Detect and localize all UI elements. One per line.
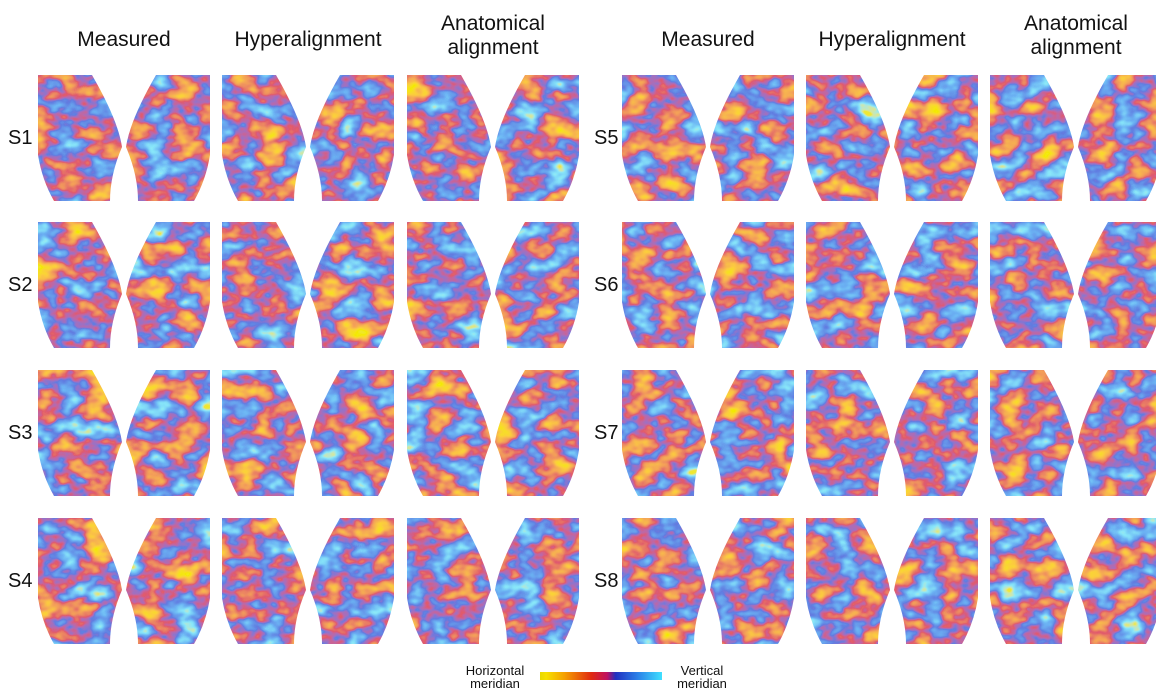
column-header: Measured — [661, 28, 755, 51]
cortical-map — [38, 518, 210, 644]
cortical-map — [407, 75, 579, 201]
colorbar-max-label: Vertical meridian — [677, 663, 727, 691]
column-header: Hyperalignment — [818, 28, 966, 51]
row-label: S8 — [594, 570, 619, 592]
cortical-map — [38, 370, 210, 496]
cortical-map — [990, 222, 1156, 348]
colorbar-min-label: Horizontal meridian — [465, 663, 525, 691]
cortical-map — [407, 370, 579, 496]
cortical-map — [222, 370, 394, 496]
row-label: S5 — [594, 127, 619, 149]
cortical-map — [38, 222, 210, 348]
cortical-map — [806, 222, 978, 348]
row-label: S1 — [8, 127, 33, 149]
cortical-map — [806, 518, 978, 644]
cortical-map — [622, 518, 794, 644]
row-label: S7 — [594, 422, 619, 444]
cortical-map — [990, 370, 1156, 496]
cortical-map — [990, 75, 1156, 201]
row-label: S4 — [8, 570, 33, 592]
column-header: Hyperalignment — [234, 28, 382, 51]
colorbar — [540, 672, 662, 680]
cortical-map — [806, 75, 978, 201]
column-header: Measured — [77, 28, 171, 51]
cortical-map — [407, 222, 579, 348]
row-label: S3 — [8, 422, 33, 444]
cortical-map — [407, 518, 579, 644]
cortical-map — [990, 518, 1156, 644]
column-header: Anatomical alignment — [1024, 12, 1128, 59]
cortical-map — [622, 370, 794, 496]
column-header: Anatomical alignment — [441, 12, 545, 59]
cortical-map — [622, 75, 794, 201]
cortical-map — [222, 75, 394, 201]
cortical-map — [222, 222, 394, 348]
cortical-map — [622, 222, 794, 348]
row-label: S2 — [8, 274, 33, 296]
cortical-map — [806, 370, 978, 496]
cortical-map — [222, 518, 394, 644]
row-label: S6 — [594, 274, 619, 296]
cortical-map — [38, 75, 210, 201]
